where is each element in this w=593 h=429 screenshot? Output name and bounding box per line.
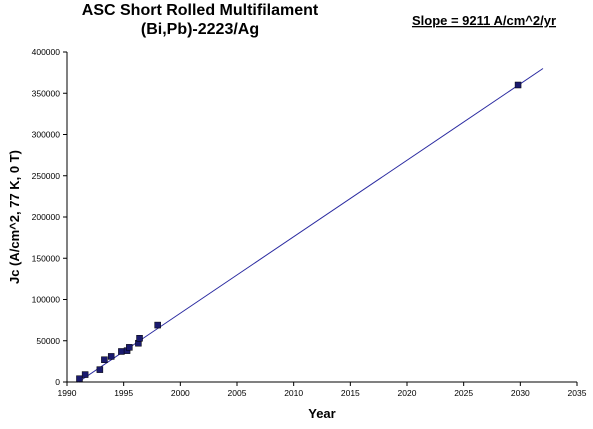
y-tick-label: 350000 — [32, 88, 61, 98]
trendline — [78, 68, 544, 383]
x-tick-label: 2035 — [568, 388, 587, 398]
x-axis-title: Year — [308, 406, 335, 421]
y-tick-label: 100000 — [32, 295, 61, 305]
data-point — [107, 353, 115, 360]
x-tick-label: 2030 — [511, 388, 530, 398]
data-point — [76, 375, 83, 382]
data-point — [126, 344, 133, 351]
x-tick-label: 2000 — [171, 388, 190, 398]
y-tick-label: 50000 — [36, 336, 60, 346]
y-tick-label: 400000 — [32, 47, 61, 57]
slope-annotation: Slope = 9211 A/cm^2/yr — [412, 13, 556, 28]
data-point — [118, 348, 125, 355]
y-axis-title: Jc (A/cm^2, 77 K, 0 T) — [7, 150, 22, 284]
x-axis-ticks: 1990 1995 2000 2005 2010 2015 2020 2025 2030 2035 — [58, 382, 587, 398]
x-tick-label: 1995 — [114, 388, 133, 398]
chart-title-line-1: ASC Short Rolled Multifilament — [82, 2, 319, 19]
y-tick-label: 150000 — [32, 253, 61, 263]
y-tick-label: 300000 — [32, 130, 61, 140]
data-point — [514, 81, 522, 89]
y-tick-label: 250000 — [32, 171, 61, 181]
data-point — [81, 371, 89, 378]
x-tick-label: 1990 — [58, 388, 77, 398]
x-tick-label: 2010 — [284, 388, 303, 398]
x-tick-label: 2025 — [454, 388, 473, 398]
x-tick-label: 2015 — [341, 388, 360, 398]
data-point — [96, 366, 104, 373]
y-tick-label: 0 — [55, 377, 60, 387]
chart-title-line-2: (Bi,Pb)-2223/Ag — [141, 21, 259, 38]
x-tick-label: 2005 — [228, 388, 247, 398]
data-point — [101, 356, 108, 363]
trendline-layer — [78, 68, 544, 383]
y-tick-label: 200000 — [32, 212, 61, 222]
data-point — [154, 321, 161, 329]
y-axis-ticks: 0 50000 100000 150000 200000 250000 300000 3500… — [32, 47, 67, 387]
data-point — [136, 335, 143, 342]
x-tick-label: 2020 — [398, 388, 417, 398]
data-points — [76, 81, 522, 382]
